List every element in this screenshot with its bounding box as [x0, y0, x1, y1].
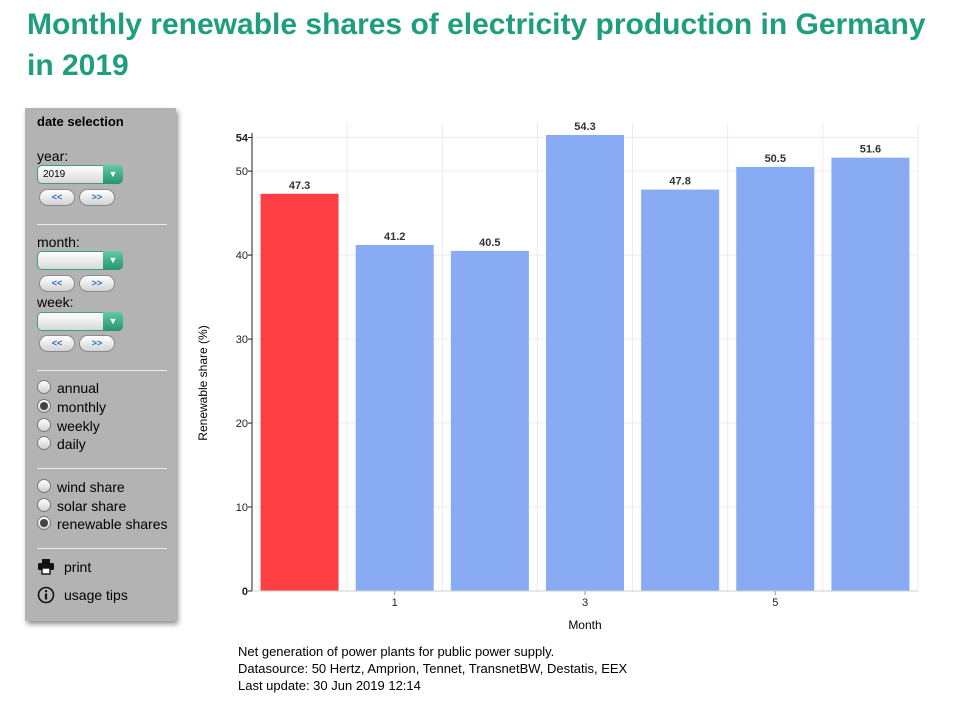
divider	[37, 468, 167, 469]
divider	[37, 548, 167, 549]
radio-button[interactable]	[37, 516, 51, 530]
bar	[260, 193, 339, 591]
y-tick-label: 20	[236, 418, 248, 430]
bar	[831, 157, 910, 591]
type-option-label: solar share	[57, 498, 127, 514]
period-option-label: daily	[57, 436, 86, 452]
page-title: Monthly renewable shares of electricity …	[27, 8, 926, 82]
x-tick-label: 1	[392, 597, 398, 609]
y-tick-label: 10	[236, 502, 248, 514]
bar-value-label: 40.5	[479, 237, 500, 249]
chevron-down-icon: ▼	[103, 312, 123, 331]
week-next-button[interactable]: >>	[79, 335, 115, 352]
chevron-down-icon: ▼	[103, 165, 123, 184]
date-selection-panel: date selection year: 2019 ▼ << >> month:…	[25, 108, 176, 621]
period-option-label: weekly	[57, 418, 100, 434]
bar-chart: 47.3 41.2 40.5 54.3 47.8 50.5 51.6 0 10 20 30 40 50…	[196, 121, 919, 632]
usage-tips-label: usage tips	[64, 587, 128, 603]
footnote-generation: Net generation of power plants for publi…	[238, 644, 555, 659]
y-axis-label: Renewable share (%)	[196, 325, 210, 440]
divider	[37, 370, 167, 371]
x-tick-label: 3	[582, 597, 588, 609]
radio-button[interactable]	[37, 436, 51, 450]
period-option-label: annual	[57, 380, 100, 396]
month-select[interactable]: ▼	[37, 251, 123, 270]
y-tick-label: 0	[242, 586, 248, 598]
bar-value-label: 47.8	[669, 176, 690, 188]
type-option-label: wind share	[57, 479, 125, 495]
panel-heading: date selection	[37, 114, 124, 129]
axes: 0 10 20 30 40 50 54 1 3 5	[236, 133, 918, 609]
y-tick-label: 50	[236, 166, 248, 178]
bar-value-label: 47.3	[289, 180, 310, 192]
x-tick-label: 5	[772, 597, 778, 609]
month-prev-button[interactable]: <<	[39, 275, 75, 292]
bar-value-label: 51.6	[860, 144, 881, 156]
bar-value-label: 50.5	[765, 153, 786, 165]
type-option-label: renewable shares	[57, 516, 168, 532]
printer-icon	[38, 559, 54, 575]
year-next-button[interactable]: >>	[79, 189, 115, 206]
bar	[736, 166, 815, 591]
footnote-datasource: Datasource: 50 Hertz, Amprion, Tennet, T…	[238, 661, 628, 676]
month-label: month:	[37, 234, 80, 250]
radio-button[interactable]	[37, 498, 51, 512]
week-prev-button[interactable]: <<	[39, 335, 75, 352]
year-label: year:	[37, 148, 69, 164]
bar-value-label: 54.3	[574, 121, 595, 133]
info-icon	[37, 586, 55, 604]
year-select[interactable]: 2019 ▼	[37, 165, 123, 184]
chevron-down-icon: ▼	[103, 251, 123, 270]
bars: 47.3 41.2 40.5 54.3 47.8 50.5 51.6	[260, 121, 910, 591]
period-option-label: monthly	[57, 399, 107, 415]
bar	[450, 250, 529, 591]
year-prev-button[interactable]: <<	[39, 189, 75, 206]
bar	[355, 245, 434, 591]
week-select[interactable]: ▼	[37, 312, 123, 331]
radio-button[interactable]	[37, 418, 51, 432]
bar	[641, 189, 720, 591]
bar	[546, 135, 624, 591]
bar-value-label: 41.2	[384, 231, 405, 243]
y-tick-label: 54	[236, 133, 249, 145]
y-tick-label: 40	[236, 250, 248, 262]
x-axis-label: Month	[568, 618, 601, 632]
print-label: print	[64, 559, 92, 575]
divider	[37, 224, 167, 225]
month-next-button[interactable]: >>	[79, 275, 115, 292]
y-tick-label: 30	[236, 334, 248, 346]
radio-button[interactable]	[37, 479, 51, 493]
year-select-value: 2019	[43, 169, 66, 180]
radio-button[interactable]	[37, 399, 51, 413]
week-label: week:	[37, 294, 74, 310]
radio-button[interactable]	[37, 380, 51, 394]
footnote-last-update: Last update: 30 Jun 2019 12:14	[238, 678, 421, 693]
